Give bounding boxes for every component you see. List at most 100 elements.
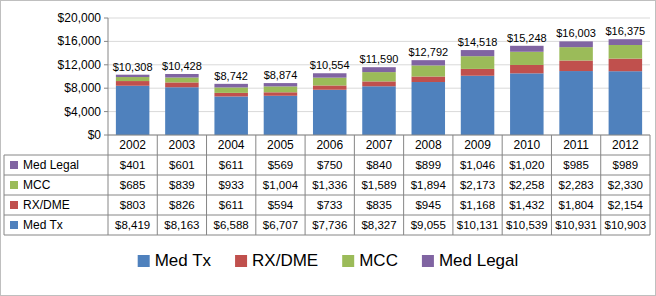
- table-cell: $2,154: [608, 199, 644, 211]
- legend-label: MCC: [359, 251, 398, 270]
- table-line: [108, 135, 650, 136]
- table-line: [255, 135, 256, 235]
- grid-line: [108, 135, 650, 136]
- table-cell: $10,539: [506, 219, 548, 231]
- category-label: 2009: [464, 138, 491, 152]
- table-row-label: MCC: [23, 178, 51, 192]
- table-cell: $401: [120, 159, 146, 171]
- table-line: [4, 155, 5, 235]
- total-label: $11,590: [360, 53, 399, 65]
- bar-segment: [412, 65, 446, 76]
- bar-segment: [116, 81, 150, 86]
- table-cell: $1,046: [460, 159, 495, 171]
- bar-segment: [362, 86, 396, 135]
- y-tick-label: $20,000: [58, 11, 102, 25]
- table-cell: $8,163: [164, 219, 199, 231]
- background: [0, 0, 656, 296]
- chart-border: [1, 1, 656, 296]
- category-label: 2002: [119, 138, 146, 152]
- bar-segment: [264, 92, 298, 95]
- bar-segment: [609, 45, 643, 59]
- bar-segment: [559, 71, 593, 135]
- table-cell: $611: [219, 199, 244, 211]
- bar-segment: [214, 87, 248, 92]
- bar-segment: [116, 75, 150, 77]
- category-label: 2005: [267, 138, 294, 152]
- total-label: $15,248: [507, 32, 547, 44]
- table-cell: $7,736: [312, 219, 347, 231]
- bar-segment: [116, 86, 150, 135]
- table-cell: $835: [366, 199, 392, 211]
- table-cell: $899: [415, 159, 441, 171]
- bar-segment: [412, 82, 446, 135]
- y-tick-label: $16,000: [58, 34, 102, 48]
- table-row-label: RX/DME: [23, 198, 70, 212]
- y-tick-label: $0: [88, 128, 102, 142]
- table-line: [4, 235, 650, 236]
- table-cell: $6,707: [263, 219, 298, 231]
- y-axis-line: [108, 18, 109, 135]
- table-row-label: Med Tx: [23, 218, 63, 232]
- bar-segment: [116, 77, 150, 81]
- table-cell: $733: [317, 199, 343, 211]
- table-line: [108, 135, 109, 235]
- bar-segment: [313, 90, 347, 135]
- bar-segment: [165, 87, 199, 135]
- table-cell: $1,804: [558, 199, 594, 211]
- bar-segment: [165, 82, 199, 87]
- bar-segment: [609, 39, 643, 45]
- table-cell: $611: [219, 159, 244, 171]
- table-cell: $10,931: [555, 219, 597, 231]
- bar-segment: [559, 61, 593, 72]
- table-cell: $1,894: [411, 179, 447, 191]
- table-line: [157, 135, 158, 235]
- tick-mark: [104, 135, 108, 136]
- table-cell: $2,258: [509, 179, 544, 191]
- bar-segment: [214, 93, 248, 97]
- table-key: [10, 221, 18, 229]
- table-line: [403, 135, 404, 235]
- legend-key: [138, 255, 150, 267]
- table-cell: $569: [268, 159, 294, 171]
- bar-segment: [510, 73, 544, 135]
- table-row-label: Med Legal: [23, 158, 79, 172]
- table-line: [305, 135, 306, 235]
- bar-segment: [461, 50, 495, 56]
- table-cell: $6,588: [214, 219, 249, 231]
- bar-segment: [510, 65, 544, 73]
- table-line: [354, 135, 355, 235]
- category-label: 2004: [218, 138, 245, 152]
- bar-segment: [362, 81, 396, 86]
- table-cell: $1,004: [263, 179, 299, 191]
- table-line: [4, 215, 650, 216]
- bar-segment: [461, 56, 495, 69]
- legend-label: Med Tx: [155, 251, 212, 270]
- table-line: [206, 135, 207, 235]
- bar-segment: [264, 96, 298, 135]
- total-label: $16,375: [605, 25, 645, 37]
- table-cell: $685: [120, 179, 146, 191]
- bar-segment: [510, 46, 544, 52]
- total-label: $8,874: [264, 69, 298, 81]
- table-cell: $826: [169, 199, 195, 211]
- table-cell: $839: [169, 179, 195, 191]
- bar-segment: [461, 69, 495, 76]
- table-cell: $2,330: [608, 179, 643, 191]
- bar-segment: [609, 71, 643, 135]
- table-line: [452, 135, 453, 235]
- table-line: [4, 155, 650, 156]
- table-cell: $2,283: [558, 179, 593, 191]
- table-cell: $10,131: [457, 219, 499, 231]
- table-line: [551, 135, 552, 235]
- total-label: $10,554: [310, 59, 350, 71]
- bar-segment: [362, 72, 396, 81]
- table-key: [10, 161, 18, 169]
- bar-segment: [313, 73, 347, 77]
- bar-segment: [313, 78, 347, 86]
- tick-mark: [104, 41, 108, 42]
- chart: $0$4,000$8,000$12,000$16,000$20,000$10,3…: [0, 0, 656, 296]
- category-label: 2012: [612, 138, 639, 152]
- bar-segment: [165, 78, 199, 83]
- bar-segment: [214, 96, 248, 135]
- bar-segment: [461, 76, 495, 135]
